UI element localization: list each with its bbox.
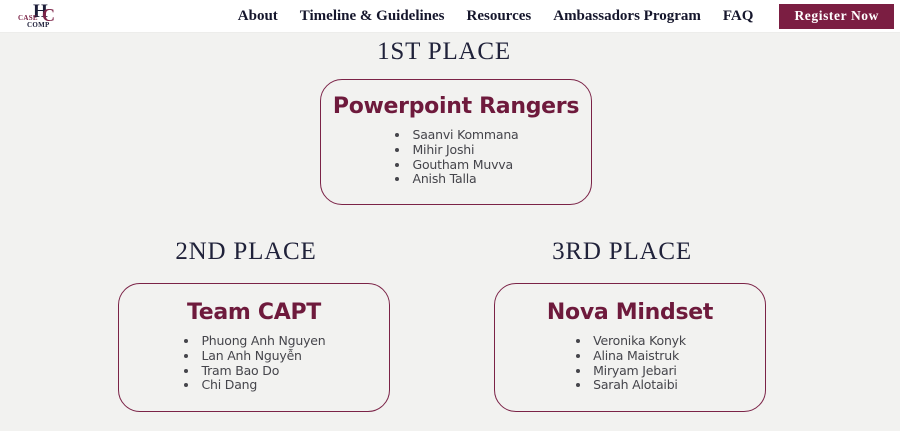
nav-link-timeline-guidelines[interactable]: Timeline & Guidelines — [299, 7, 445, 24]
site-logo[interactable]: H C CASE COMP — [18, 1, 68, 31]
first-place-member-list: Saanvi Kommana Mihir Joshi Goutham Muvva… — [393, 127, 518, 187]
logo-case-text: CASE — [18, 14, 38, 22]
top-nav-bar: H C CASE COMP About Timeline & Guideline… — [0, 0, 900, 33]
nav-link-about[interactable]: About — [237, 7, 278, 24]
member-item: Saanvi Kommana — [410, 127, 518, 143]
nav-link-ambassadors-program[interactable]: Ambassadors Program — [553, 7, 701, 24]
logo-letter-c: C — [42, 5, 55, 25]
member-item: Anish Talla — [410, 172, 518, 187]
member-item: Phuong Anh Nguyen — [199, 333, 325, 349]
third-place-team-name: Nova Mindset — [546, 300, 714, 325]
third-place-card: Nova Mindset Veronika Konyk Alina Maistr… — [494, 283, 766, 412]
main-nav: About Timeline & Guidelines Resources Am… — [238, 8, 754, 25]
first-place-heading: 1ST PLACE — [377, 38, 511, 65]
member-item: Lan Anh Nguyễn — [199, 348, 325, 364]
logo-comp-text: COMP — [27, 21, 50, 29]
member-item: Sarah Alotaibi — [591, 378, 686, 393]
second-place-card: Team CAPT Phuong Anh Nguyen Lan Anh Nguy… — [118, 283, 390, 412]
second-place-heading: 2ND PLACE — [175, 238, 317, 265]
nav-link-faq[interactable]: FAQ — [722, 7, 754, 24]
member-item: Goutham Muvva — [410, 157, 518, 173]
third-place-heading: 3RD PLACE — [552, 238, 692, 265]
third-place-member-list: Veronika Konyk Alina Maistruk Miryam Jeb… — [574, 333, 686, 393]
logo-letter-h: H — [33, 1, 48, 22]
member-item: Veronika Konyk — [591, 333, 686, 349]
member-item: Tram Bao Do — [199, 363, 325, 379]
member-item: Alina Maistruk — [591, 348, 686, 364]
second-place-team-name: Team CAPT — [186, 300, 322, 325]
first-place-team-name: Powerpoint Rangers — [332, 94, 580, 119]
first-place-card: Powerpoint Rangers Saanvi Kommana Mihir … — [320, 79, 592, 205]
member-item: Miryam Jebari — [591, 363, 686, 379]
member-item: Mihir Joshi — [410, 142, 518, 158]
nav-link-resources[interactable]: Resources — [466, 7, 532, 24]
register-now-button[interactable]: Register Now — [779, 3, 894, 29]
member-item: Chi Dang — [199, 378, 325, 393]
second-place-member-list: Phuong Anh Nguyen Lan Anh Nguyễn Tram Ba… — [182, 333, 325, 393]
